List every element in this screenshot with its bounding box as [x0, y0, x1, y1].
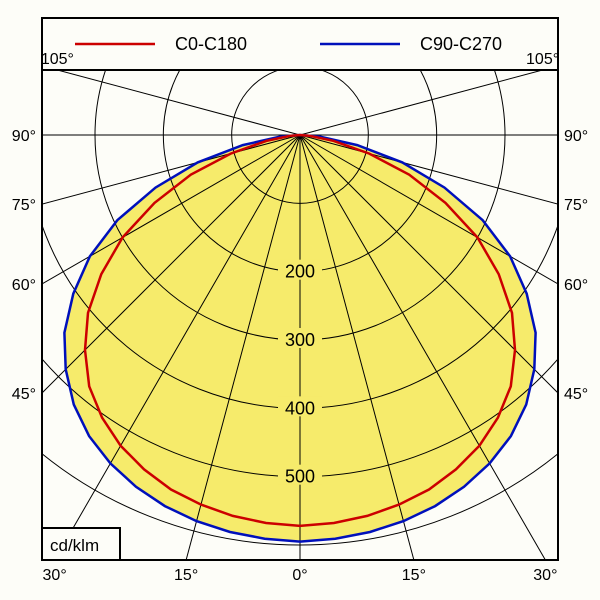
intensity-tick-label: 300 [285, 330, 315, 350]
intensity-tick-label: 500 [285, 467, 315, 487]
unit-label: cd/klm [50, 536, 99, 555]
angle-label: 105° [526, 51, 559, 68]
angle-label: 75° [12, 197, 36, 214]
plot-area [0, 0, 600, 600]
angle-label: 75° [564, 197, 588, 214]
angle-label: 90° [564, 128, 588, 145]
legend: C0-C180 C90-C270 [75, 34, 502, 54]
polar-chart: C0-C180 C90-C270 200 300 400 500 105° 90° 75°… [0, 0, 600, 600]
legend-label-0: C0-C180 [175, 34, 247, 54]
angle-label: 15° [174, 567, 198, 584]
angle-label: 60° [12, 277, 36, 294]
angle-label: 0° [292, 567, 307, 584]
angle-label: 30° [533, 567, 557, 584]
chart-svg: C0-C180 C90-C270 200 300 400 500 105° 90° 75°… [0, 0, 600, 600]
angle-label: 15° [402, 567, 426, 584]
intensity-tick-label: 400 [285, 398, 315, 418]
angle-label: 45° [564, 386, 588, 403]
legend-label-1: C90-C270 [420, 34, 502, 54]
intensity-tick-label: 200 [285, 262, 315, 282]
angle-label: 105° [41, 51, 74, 68]
angle-label: 60° [564, 277, 588, 294]
angle-label: 90° [12, 128, 36, 145]
angle-label: 30° [43, 567, 67, 584]
angle-label: 45° [12, 386, 36, 403]
